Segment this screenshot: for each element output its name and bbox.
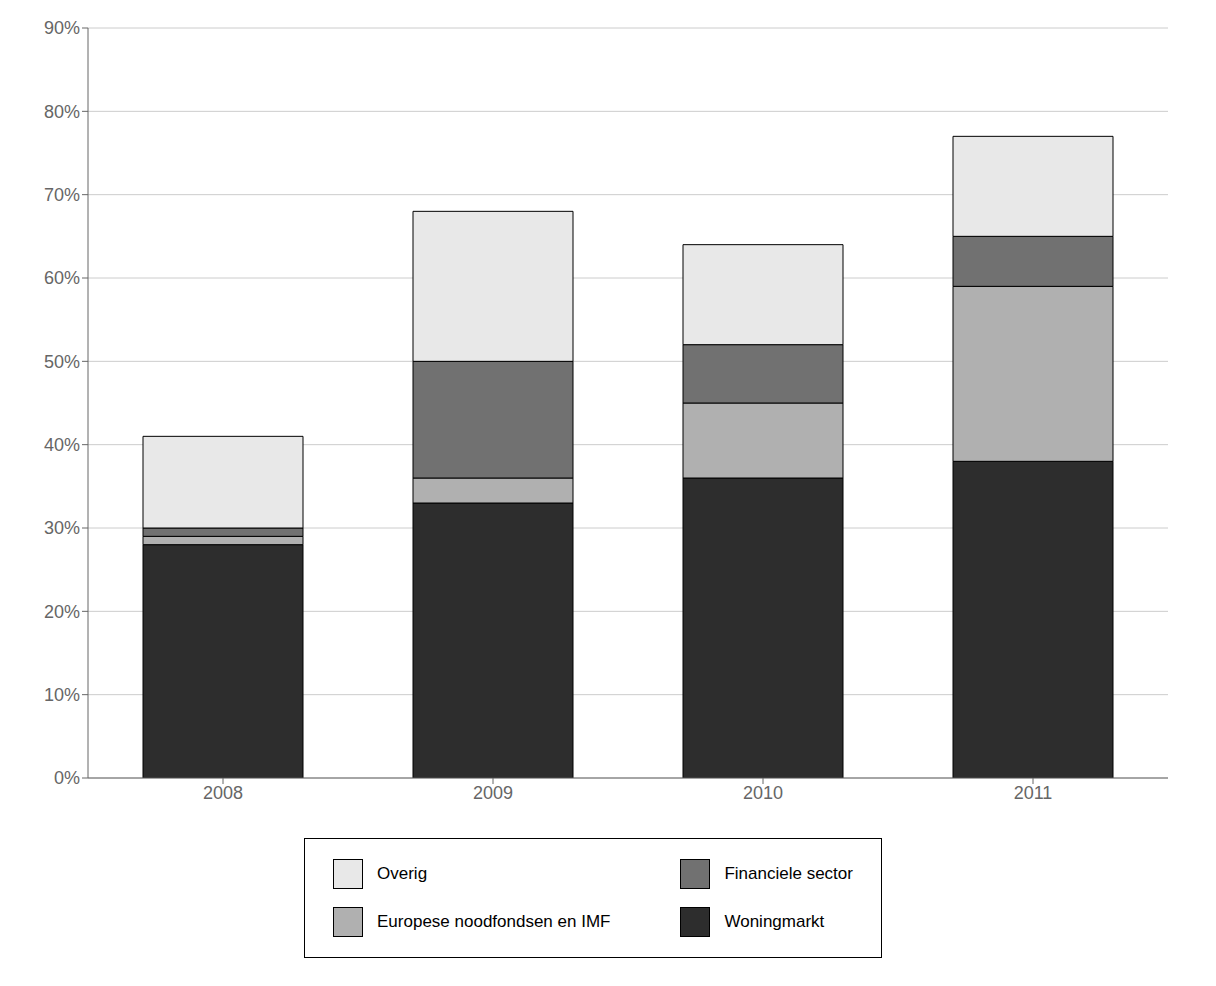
svg-text:30%: 30% [44, 518, 80, 538]
svg-text:40%: 40% [44, 435, 80, 455]
svg-text:2008: 2008 [203, 783, 243, 803]
html-text:Europese noodfondsen en IMF: Europese noodfondsen en IMF [377, 912, 611, 931]
html-text:Overig: Overig [377, 864, 428, 883]
svg-text:10%: 10% [44, 685, 80, 705]
html-text:Woningmarkt: Woningmarkt [724, 912, 825, 931]
svg-text:20%: 20% [44, 602, 80, 622]
svg-text:50%: 50% [44, 352, 80, 372]
svg-text:0%: 0% [54, 768, 80, 788]
html-text:Financiele sector: Financiele sector [724, 864, 853, 883]
svg-text:2011: 2011 [1014, 783, 1053, 803]
svg-text:2010: 2010 [743, 783, 783, 803]
svg-text:60%: 60% [44, 268, 80, 288]
svg-text:90%: 90% [44, 18, 80, 38]
svg-text:2009: 2009 [473, 783, 513, 803]
svg-text:70%: 70% [44, 185, 80, 205]
svg-text:80%: 80% [44, 102, 80, 122]
